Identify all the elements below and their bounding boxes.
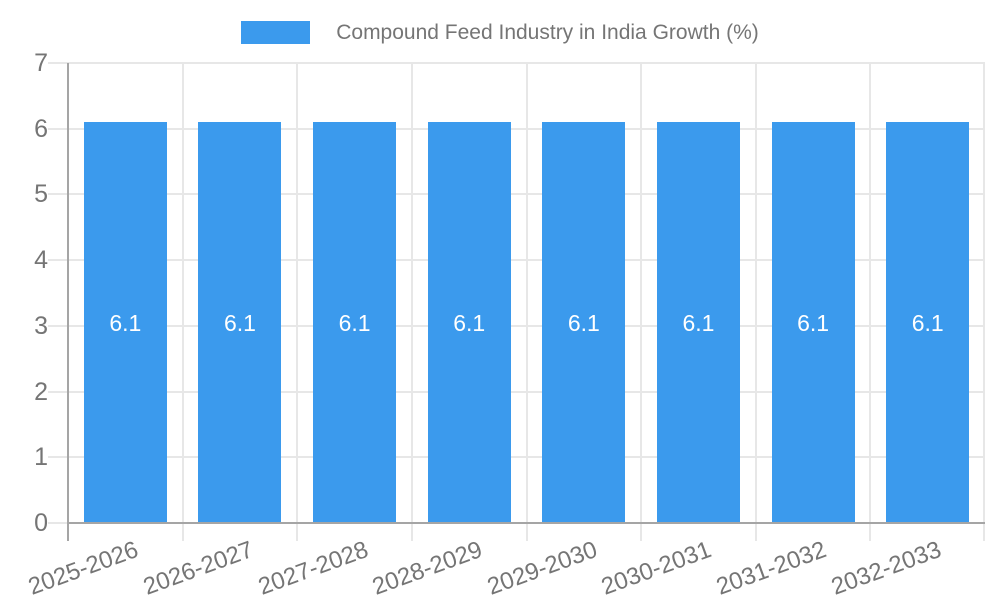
gridline-vertical [869,63,872,541]
bar-value-label: 6.1 [797,309,830,336]
y-axis-tick-label: 4 [34,246,48,275]
bar[interactable] [427,122,511,523]
bar-value-label: 6.1 [338,309,371,336]
gridline-horizontal [48,259,985,262]
y-axis-tick-label: 2 [34,377,48,406]
bar-value-label: 6.1 [453,309,486,336]
gridline-horizontal [48,62,985,64]
chart-legend: Compound Feed Industry in India Growth (… [0,20,1000,45]
gridline-vertical [640,63,643,541]
gridline-horizontal [48,456,985,459]
gridline-vertical [181,63,184,541]
gridline-vertical [296,63,299,541]
y-axis-tick-label: 5 [34,180,48,209]
legend-swatch [241,21,311,44]
bar-value-label: 6.1 [223,309,256,336]
y-axis-tick-label: 3 [34,311,48,340]
y-axis-tick-label: 6 [34,114,48,143]
gridline-horizontal [48,390,985,393]
bar[interactable] [198,122,282,523]
gridline-horizontal [48,324,985,327]
gridline-vertical [410,63,413,541]
y-axis-tick-label: 1 [34,443,48,472]
bar[interactable] [656,122,740,523]
gridline-horizontal [48,127,985,130]
gridline-horizontal [48,193,985,196]
legend-label: Compound Feed Industry in India Growth (… [336,21,759,44]
bar[interactable] [771,122,855,523]
bar-value-label: 6.1 [109,309,142,336]
bar-value-label: 6.1 [567,309,600,336]
y-axis-line [67,63,69,541]
bar[interactable] [83,122,167,523]
x-axis-line [68,522,985,524]
bar-value-label: 6.1 [682,309,715,336]
gridline-vertical [754,63,757,541]
bar[interactable] [313,122,397,523]
y-axis-tick-label: 0 [34,509,48,537]
bar[interactable] [886,122,970,523]
bar[interactable] [542,122,626,523]
bar-value-label: 6.1 [911,309,944,336]
gridline-vertical [983,63,985,541]
y-axis-tick-label: 7 [34,49,48,77]
gridline-vertical [525,63,528,541]
